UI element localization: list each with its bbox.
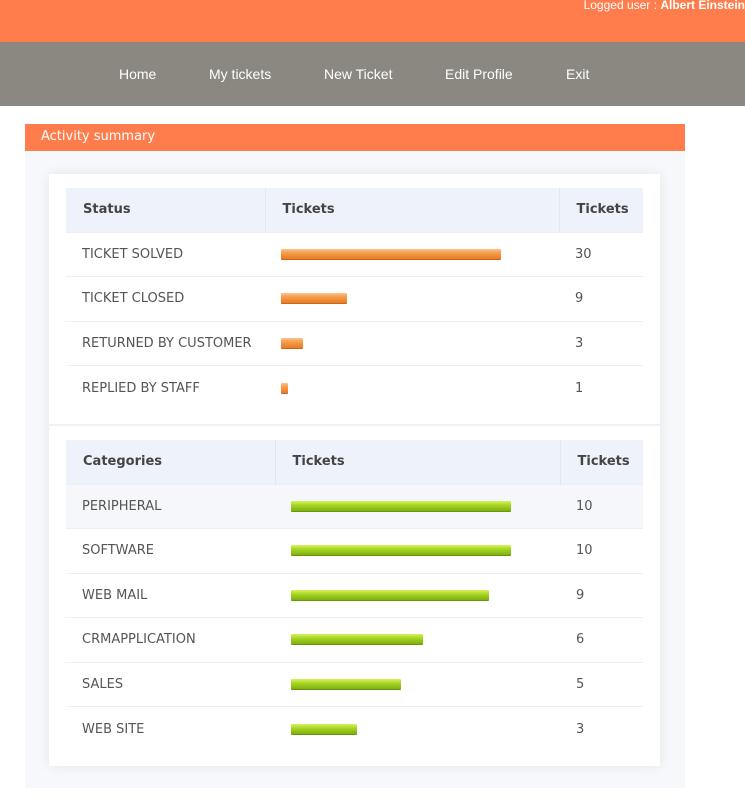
- activity-summary-header: Activity summary: [25, 124, 685, 151]
- row-bar-cell: [275, 483, 560, 529]
- row-count: 1: [559, 365, 643, 410]
- status-header: Status: [66, 188, 265, 232]
- tickets-bar-header: Tickets: [274, 440, 560, 484]
- categories-header: Categories: [66, 440, 275, 484]
- categories-table: Categories Tickets Tickets PERIPHERAL 10 S…: [66, 440, 643, 751]
- table-row: RETURNED BY CUSTOMER 3: [66, 320, 643, 366]
- status-table: Status Tickets Tickets TICKET SOLVED 30 TI…: [66, 188, 643, 410]
- row-count: 30: [559, 231, 643, 277]
- nav-edit-profile[interactable]: Edit Profile: [445, 66, 513, 82]
- row-label: TICKET SOLVED: [66, 231, 265, 277]
- table-row: WEB MAIL 9: [66, 572, 643, 618]
- row-count: 3: [560, 706, 643, 751]
- ticket-count-bar: [291, 500, 511, 512]
- top-bar: Logged user : Albert Einstein: [0, 0, 745, 42]
- row-bar-cell: [265, 320, 559, 366]
- ticket-count-bar: [291, 723, 357, 735]
- row-bar-cell: [275, 572, 560, 618]
- nav-new-ticket[interactable]: New Ticket: [324, 66, 393, 82]
- tickets-bar-header: Tickets: [264, 188, 559, 232]
- table-row: WEB SITE 3: [66, 706, 643, 751]
- row-bar-cell: [275, 528, 560, 573]
- row-count: 10: [560, 483, 643, 529]
- ticket-count-bar: [281, 382, 288, 394]
- row-bar-cell: [275, 706, 560, 751]
- table-row: SOFTWARE 10: [66, 528, 643, 573]
- ticket-count-bar: [291, 678, 401, 690]
- tickets-count-header: Tickets: [559, 440, 643, 484]
- main-nav: Home My tickets New Ticket Edit Profile …: [0, 42, 745, 106]
- status-table-header: Status Tickets Tickets: [66, 188, 643, 232]
- ticket-count-bar: [291, 545, 511, 557]
- logged-user-info: Logged user : Albert Einstein: [584, 0, 745, 12]
- row-bar-cell: [275, 617, 560, 662]
- row-label: SALES: [66, 661, 275, 707]
- row-bar-cell: [265, 231, 559, 277]
- row-bar-cell: [265, 276, 559, 321]
- row-count: 9: [559, 276, 643, 321]
- ticket-count-bar: [281, 293, 347, 305]
- row-count: 6: [560, 617, 643, 662]
- tickets-count-header: Tickets: [558, 188, 643, 232]
- table-row: PERIPHERAL 10: [66, 483, 643, 529]
- row-label: CRMAPPLICATION: [66, 617, 275, 662]
- row-count: 10: [560, 528, 643, 573]
- row-count: 3: [559, 320, 643, 366]
- row-bar-cell: [275, 661, 560, 707]
- categories-table-header: Categories Tickets Tickets: [66, 440, 643, 484]
- row-bar-cell: [265, 365, 559, 410]
- row-label: WEB MAIL: [66, 572, 275, 618]
- row-label: TICKET CLOSED: [66, 276, 265, 321]
- logged-user-label: Logged user :: [583, 0, 657, 12]
- logged-user-name: Albert Einstein: [660, 0, 745, 12]
- ticket-count-bar: [281, 248, 501, 260]
- table-row: TICKET SOLVED 30: [66, 231, 643, 277]
- row-label: REPLIED BY STAFF: [66, 365, 265, 410]
- table-row: CRMAPPLICATION 6: [66, 617, 643, 662]
- nav-my-tickets[interactable]: My tickets: [209, 66, 272, 82]
- section-title: Activity summary: [41, 129, 156, 144]
- row-count: 9: [560, 572, 643, 618]
- ticket-count-bar: [291, 589, 489, 601]
- table-row: TICKET CLOSED 9: [66, 276, 643, 321]
- tables-divider: [49, 424, 660, 426]
- table-row: SALES 5: [66, 661, 643, 707]
- nav-home[interactable]: Home: [119, 66, 157, 82]
- ticket-count-bar: [291, 634, 423, 646]
- row-label: WEB SITE: [66, 706, 275, 751]
- row-label: SOFTWARE: [66, 528, 275, 573]
- nav-exit[interactable]: Exit: [566, 66, 590, 82]
- row-label: PERIPHERAL: [66, 483, 275, 529]
- ticket-count-bar: [281, 337, 303, 349]
- row-label: RETURNED BY CUSTOMER: [66, 320, 265, 366]
- table-row: REPLIED BY STAFF 1: [66, 365, 643, 410]
- row-count: 5: [560, 661, 643, 707]
